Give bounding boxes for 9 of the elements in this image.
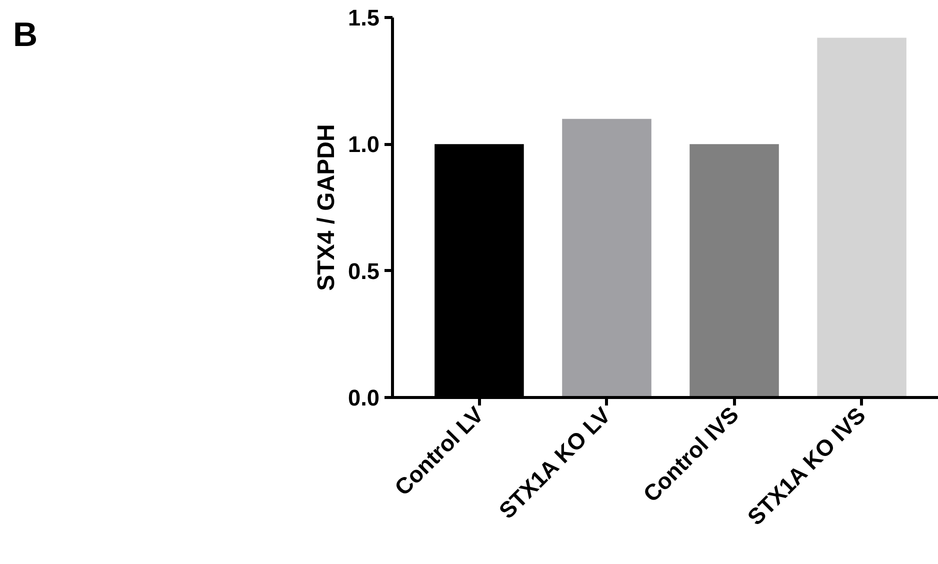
y-tick-label: 1.0: [348, 131, 380, 158]
text: B: [13, 15, 38, 56]
bar: [562, 118, 652, 398]
y-tick-label: 1.5: [348, 4, 380, 30]
y-tick-label: 0.5: [348, 258, 380, 284]
bar: [690, 144, 779, 398]
y-axis-title: STX4 / GAPDH: [313, 124, 340, 291]
y-tick-label: 0.0: [348, 384, 380, 410]
bar: [817, 38, 906, 398]
